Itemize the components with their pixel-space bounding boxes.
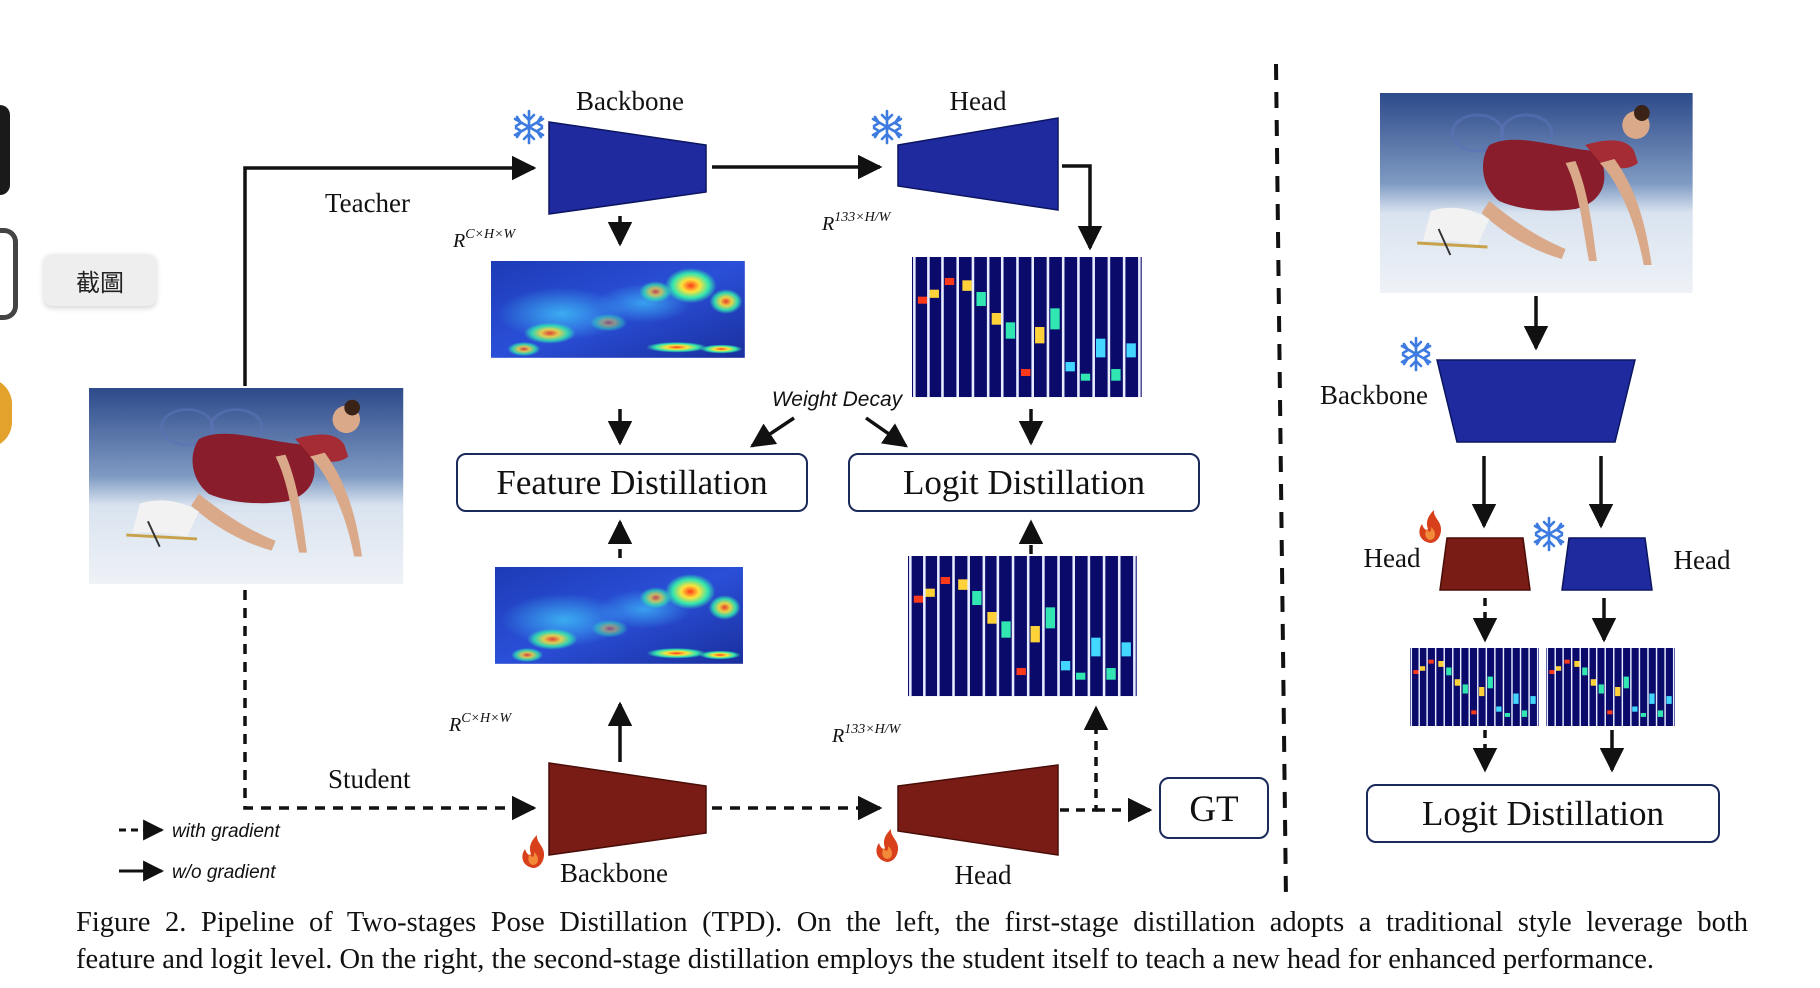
feature-distillation-box — [456, 453, 808, 512]
weight-decay-left-arrow — [749, 416, 795, 448]
snowflake-icon — [1400, 336, 1432, 372]
right-logit-distillation-box — [1366, 784, 1720, 843]
flame-icon — [876, 829, 899, 862]
legend-with-gradient: with gradient — [172, 821, 280, 842]
right-head-left-block — [1439, 537, 1531, 591]
student-backbone-block — [548, 762, 707, 856]
right-logit-distillation-label: Logit Distillation — [1422, 794, 1664, 833]
teacher-logit-dim: R133×H/W — [821, 210, 892, 235]
teacher-backbone-label: Backbone — [576, 86, 684, 116]
teacher-head-label: Head — [950, 86, 1007, 116]
student-backbone-label: Backbone — [560, 858, 668, 888]
teacher-logit-heatmap — [910, 255, 1144, 399]
caption-line-1: Figure 2. Pipeline of Two-stages Pose Di… — [76, 907, 1748, 938]
right-skater-photo — [1378, 91, 1695, 295]
snowflake-icon — [1533, 516, 1565, 552]
snowflake-icon — [513, 109, 545, 145]
gt-label: GT — [1189, 789, 1238, 830]
flame-icon — [1419, 510, 1442, 543]
teacher-logit-arrow — [1062, 164, 1103, 251]
sidebar-edge-tab[interactable] — [0, 105, 10, 195]
weight-decay-right-arrow — [864, 416, 909, 448]
right-new-head-logit-heatmap — [1545, 647, 1676, 727]
student-head-block — [897, 764, 1059, 856]
student-logit-heatmap — [906, 554, 1139, 698]
student-branch-label: Student — [328, 764, 411, 794]
skater-photo — [87, 386, 405, 586]
teacher-branch-label: Teacher — [325, 188, 410, 218]
teacher-backbone-block — [548, 121, 707, 215]
student-head-to-logit-arrow — [1060, 705, 1109, 812]
student-feature-heatmap — [495, 567, 743, 664]
student-logit-dim: R133×H/W — [831, 722, 902, 747]
figure-caption: Figure 2. Pipeline of Two-stages Pose Di… — [76, 904, 1748, 978]
weight-decay-label: Weight Decay — [772, 388, 904, 411]
teacher-input-arrow — [243, 155, 537, 386]
gt-box — [1159, 777, 1269, 839]
flame-icon — [522, 835, 545, 868]
right-student-logit-heatmap — [1409, 647, 1540, 727]
logit-distillation-box — [848, 453, 1200, 512]
snowflake-icon — [871, 109, 903, 145]
student-head-label: Head — [955, 860, 1012, 890]
right-head-left-label: Head — [1364, 543, 1421, 573]
right-backbone-block — [1436, 359, 1636, 443]
legend-without-gradient: w/o gradient — [172, 862, 276, 883]
teacher-feature-dim: RC×H×W — [452, 227, 517, 252]
teacher-head-block — [897, 117, 1059, 211]
right-head-right-block — [1561, 537, 1653, 591]
screenshot-tooltip: 截圖 — [44, 254, 156, 306]
caption-line-2: feature and logit level. On the right, t… — [76, 944, 1655, 975]
student-input-arrow — [243, 590, 537, 821]
student-feature-dim: RC×H×W — [448, 711, 513, 736]
stage-divider — [1274, 63, 1288, 901]
logit-distillation-label: Logit Distillation — [903, 463, 1145, 502]
teacher-feature-heatmap — [491, 261, 745, 358]
feature-distillation-label: Feature Distillation — [496, 463, 767, 502]
tooltip-label: 截圖 — [76, 268, 124, 297]
right-backbone-label: Backbone — [1320, 380, 1428, 410]
sidebar-edge-coin[interactable] — [0, 378, 12, 448]
right-head-right-label: Head — [1674, 545, 1731, 575]
sidebar-edge-bracket[interactable] — [0, 228, 18, 320]
